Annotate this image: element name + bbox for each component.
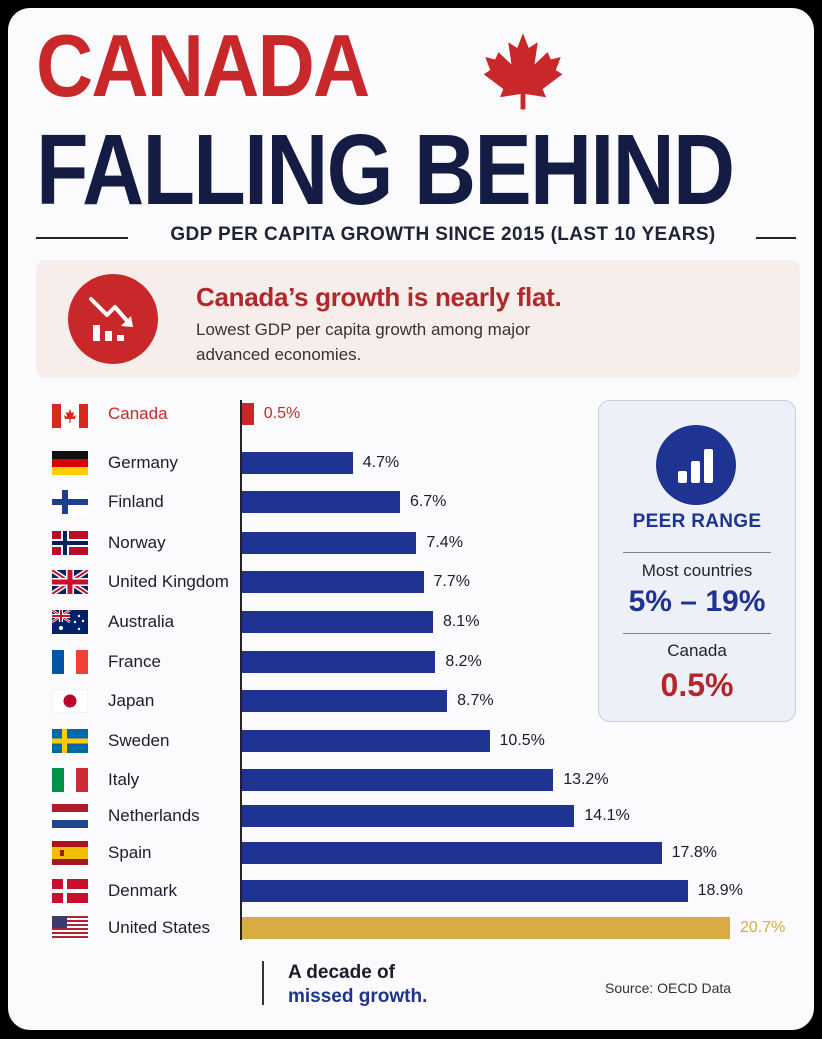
value-label-united-kingdom: 7.7%	[433, 573, 470, 590]
country-label-canada: Canada	[108, 404, 168, 423]
peer-most-label: Most countries	[641, 561, 753, 580]
country-label-japan: Japan	[108, 691, 155, 710]
bar-italy	[242, 769, 554, 791]
value-label-united-states: 20.7%	[740, 919, 786, 936]
subtitle-rule-left	[36, 237, 128, 239]
country-label-finland: Finland	[108, 492, 164, 511]
chart-axis	[240, 400, 242, 940]
peer-divider-1	[623, 552, 771, 553]
italy-flag	[52, 768, 88, 792]
peer-canada-label: Canada	[667, 641, 727, 660]
bar-germany	[242, 452, 353, 474]
bar-japan	[242, 690, 448, 712]
value-label-canada: 0.5%	[263, 405, 301, 422]
norway-flag	[52, 531, 88, 555]
value-label-germany: 4.7%	[362, 454, 400, 471]
subtitle-rule-right	[756, 237, 796, 239]
bar-spain	[242, 842, 662, 864]
peer-canada-value: 0.5%	[660, 667, 734, 703]
peer-range-value: 5% – 19%	[628, 585, 766, 618]
france-flag	[52, 650, 88, 674]
value-label-netherlands: 14.1%	[584, 807, 630, 824]
title-line-1: CANADA	[36, 16, 370, 115]
country-label-italy: Italy	[108, 770, 140, 789]
bar-chart-icon	[656, 425, 736, 505]
title-line-2: FALLING BEHIND	[36, 114, 735, 226]
value-label-norway: 7.4%	[426, 534, 463, 551]
country-label-norway: Norway	[108, 533, 166, 552]
united-kingdom-flag	[52, 570, 88, 594]
bar-united-states	[242, 917, 730, 939]
country-label-spain: Spain	[108, 843, 152, 862]
maple-leaf-icon	[483, 33, 563, 110]
value-label-denmark: 18.9%	[697, 882, 743, 899]
country-label-germany: Germany	[108, 453, 178, 472]
callout-headline: Canada’s growth is nearly flat.	[196, 282, 562, 312]
peer-range-title: PEER RANGE	[632, 511, 762, 532]
callout-banner: Canada’s growth is nearly flat. Lowest G…	[36, 260, 800, 378]
bar-finland	[242, 491, 400, 513]
value-label-japan: 8.7%	[457, 692, 494, 709]
declining-bar-chart-icon	[68, 274, 158, 364]
subtitle: GDP PER CAPITA GROWTH SINCE 2015 (LAST 1…	[170, 224, 716, 245]
netherlands-flag	[52, 804, 88, 828]
bar-denmark	[242, 880, 688, 902]
country-label-netherlands: Netherlands	[108, 806, 200, 825]
canada-flag	[52, 404, 88, 428]
sweden-flag	[52, 729, 88, 753]
bar-canada	[242, 403, 254, 425]
infographic-card: CANADA FALLING BEHIND GDP PER CAPITA GRO…	[8, 8, 814, 1030]
footer-tagline-line-1: A decade of	[288, 962, 395, 983]
spain-flag	[52, 841, 88, 865]
peer-divider-2	[623, 633, 771, 634]
callout-text: Lowest GDP per capita growth among major…	[196, 320, 531, 364]
value-label-finland: 6.7%	[409, 493, 447, 510]
bar-australia	[242, 611, 433, 633]
peer-range-panel: PEER RANGE Most countries 5% – 19% Canad…	[598, 400, 796, 722]
germany-flag	[52, 451, 88, 475]
value-label-italy: 13.2%	[563, 771, 609, 788]
united-states-flag	[52, 916, 88, 940]
source-note: Source: OECD Data	[605, 980, 732, 996]
country-label-united-kingdom: United Kingdom	[108, 572, 229, 591]
footer-rule	[262, 961, 264, 1005]
country-label-united-states: United States	[108, 918, 211, 937]
denmark-flag	[52, 879, 88, 903]
bar-france	[242, 651, 436, 673]
value-label-sweden: 10.5%	[499, 732, 545, 749]
country-label-australia: Australia	[108, 612, 175, 631]
country-label-sweden: Sweden	[108, 731, 170, 750]
value-label-australia: 8.1%	[442, 613, 480, 630]
bar-netherlands	[242, 805, 575, 827]
value-label-france: 8.2%	[445, 653, 482, 670]
australia-flag	[52, 610, 88, 634]
country-label-france: France	[108, 652, 161, 671]
bar-united-kingdom	[242, 571, 424, 593]
bar-norway	[242, 532, 417, 554]
finland-flag	[52, 490, 88, 514]
value-label-spain: 17.8%	[671, 844, 717, 861]
footer-tagline-line-2: missed growth.	[288, 986, 428, 1007]
japan-flag	[52, 689, 88, 713]
country-label-denmark: Denmark	[108, 881, 177, 900]
bar-sweden	[242, 730, 490, 752]
